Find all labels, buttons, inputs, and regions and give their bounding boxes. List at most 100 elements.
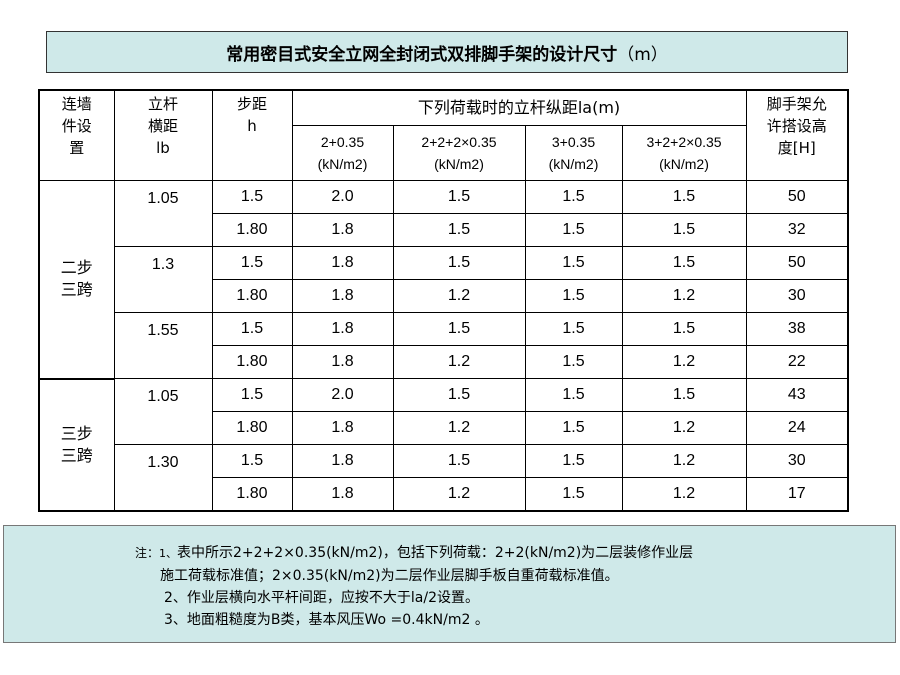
pole-spacing-cell: 1.3 [113, 246, 213, 313]
step-cell: 1.5 [211, 444, 293, 478]
load4-cell: 1.5 [621, 312, 747, 346]
pole-spacing-cell: 1.30 [113, 444, 213, 512]
row-group-1-line1: 二步 [60, 258, 93, 278]
header-allowed-height-line2: 许搭设高 [766, 117, 827, 135]
load1-cell: 1.8 [291, 312, 394, 346]
header-pole-spacing-line3: lb [156, 139, 170, 157]
pole-spacing-cell: 1.05 [113, 378, 213, 445]
note-line-3: 2、作业层横向水平杆间距，应按不大于la/2设置。 [164, 590, 479, 606]
load4-cell: 1.2 [621, 279, 747, 313]
step-cell: 1.5 [211, 378, 293, 412]
height-cell: 30 [745, 444, 849, 478]
pole-spacing-cell: 1.05 [113, 180, 213, 247]
header-load-2: 2+2+2×0.35 (kN/m2) [392, 125, 526, 181]
header-wall-tie-line1: 连墙 [61, 95, 92, 113]
design-size-table: 连墙 件设 置 立杆 横距 lb 步距 h 下列荷载时的立杆纵距la(m) 脚手… [38, 89, 850, 512]
load4-cell: 1.5 [621, 213, 747, 247]
height-cell: 43 [745, 378, 849, 412]
header-load-1-unit: (kN/m2) [317, 156, 368, 172]
load4-cell: 1.2 [621, 345, 747, 379]
header-allowed-height: 脚手架允 许搭设高 度[H] [745, 89, 849, 181]
title-unit: （m） [617, 44, 668, 65]
header-allowed-height-line3: 度[H] [777, 139, 816, 157]
note-line-4: 3、地面粗糙度为B类，基本风压Wo =0.4kN/m2 。 [164, 612, 489, 628]
load2-cell: 1.5 [392, 246, 526, 280]
height-cell: 24 [745, 411, 849, 445]
note-1-text: 表中所示2+2+2×0.35(kN/m2)，包括下列荷载：2+2(kN/m2)为… [177, 545, 694, 561]
height-cell: 38 [745, 312, 849, 346]
load4-cell: 1.2 [621, 477, 747, 512]
step-cell: 1.5 [211, 180, 293, 214]
table-row: 1.80 1.8 1.5 1.5 1.5 32 [39, 213, 849, 247]
table-row: 1.80 1.8 1.2 1.5 1.2 17 [39, 477, 849, 512]
row-group-2-line2: 三跨 [60, 445, 93, 465]
table-row: 1.30 1.5 1.8 1.5 1.5 1.2 30 [39, 444, 849, 512]
notes-panel: 注：1、表中所示2+2+2×0.35(kN/m2)，包括下列荷载：2+2(kN/… [3, 525, 896, 643]
header-pole-spacing-line2: 横距 [147, 117, 178, 135]
header-row-1: 连墙 件设 置 立杆 横距 lb 步距 h 下列荷载时的立杆纵距la(m) 脚手… [38, 89, 849, 181]
header-pole-spacing-line1: 立杆 [147, 95, 178, 113]
row-group-1: 二步 三跨 [38, 180, 115, 379]
step-cell: 1.80 [211, 411, 293, 445]
load1-cell: 2.0 [291, 180, 394, 214]
header-allowed-height-line1: 脚手架允 [766, 95, 827, 113]
load2-cell: 1.5 [392, 378, 526, 412]
header-load-4: 3+2+2×0.35 (kN/m2) [621, 125, 747, 181]
table-row: 1.80 1.8 1.2 1.5 1.2 30 [39, 279, 849, 313]
note-1-number: 1、 [159, 547, 178, 560]
load3-cell: 1.5 [524, 345, 623, 379]
note-line-1: 注：1、表中所示2+2+2×0.35(kN/m2)，包括下列荷载：2+2(kN/… [135, 542, 693, 565]
load3-cell: 1.5 [524, 378, 623, 412]
header-wall-tie: 连墙 件设 置 [38, 89, 115, 181]
load2-cell: 1.5 [392, 444, 526, 478]
header-load-4-unit: (kN/m2) [659, 156, 709, 172]
header-load-4-value: 3+2+2×0.35 [646, 134, 722, 150]
load1-cell: 1.8 [291, 213, 394, 247]
load2-cell: 1.5 [392, 213, 526, 247]
header-row-2: 2+0.35 (kN/m2) 2+2+2×0.35 (kN/m2) 3+0.35… [39, 125, 848, 181]
header-load-group: 下列荷载时的立杆纵距la(m) [291, 89, 747, 126]
height-cell: 22 [745, 345, 849, 379]
height-cell: 30 [745, 279, 849, 313]
page-title: 常用密目式安全立网全封闭式双排脚手架的设计尺寸 [226, 44, 618, 65]
load1-cell: 1.8 [291, 477, 394, 512]
header-step-line1: 步距 [236, 95, 267, 113]
header-load-2-unit: (kN/m2) [434, 156, 484, 172]
row-group-1-line2: 三跨 [60, 280, 93, 300]
step-cell: 1.5 [211, 246, 293, 280]
load3-cell: 1.5 [524, 246, 623, 280]
header-load-3-unit: (kN/m2) [548, 156, 599, 172]
load4-cell: 1.5 [621, 180, 747, 214]
table-row: 1.3 1.5 1.8 1.5 1.5 1.5 50 [39, 246, 849, 313]
note-prefix: 注： [135, 546, 160, 560]
table-row: 1.80 1.8 1.2 1.5 1.2 22 [39, 345, 849, 379]
load2-cell: 1.2 [392, 477, 526, 512]
load3-cell: 1.5 [524, 180, 623, 214]
step-cell: 1.5 [211, 312, 293, 346]
table-row: 1.80 1.8 1.2 1.5 1.2 24 [39, 411, 849, 445]
note-line-2: 施工荷载标准值；2×0.35(kN/m2)为二层作业层脚手板自重荷载标准值。 [160, 568, 619, 584]
load3-cell: 1.5 [524, 444, 623, 478]
load4-cell: 1.5 [621, 246, 747, 280]
row-group-2-line1: 三步 [60, 423, 93, 443]
load3-cell: 1.5 [524, 477, 623, 512]
header-load-1-value: 2+0.35 [320, 134, 365, 150]
pole-spacing-cell: 1.55 [113, 312, 213, 379]
load2-cell: 1.2 [392, 411, 526, 445]
step-cell: 1.80 [211, 477, 293, 512]
load2-cell: 1.5 [392, 312, 526, 346]
load1-cell: 1.8 [291, 279, 394, 313]
header-wall-tie-line3: 置 [69, 139, 85, 157]
header-wall-tie-line2: 件设 [61, 117, 92, 135]
load2-cell: 1.2 [392, 279, 526, 313]
height-cell: 50 [745, 246, 849, 280]
load4-cell: 1.2 [621, 411, 747, 445]
load3-cell: 1.5 [524, 279, 623, 313]
load3-cell: 1.5 [524, 312, 623, 346]
step-cell: 1.80 [211, 279, 293, 313]
load4-cell: 1.2 [621, 444, 747, 478]
table-row: 二步 三跨 1.05 1.5 2.0 1.5 1.5 1.5 50 [38, 180, 849, 379]
header-load-2-value: 2+2+2×0.35 [421, 134, 497, 150]
load3-cell: 1.5 [524, 411, 623, 445]
height-cell: 50 [745, 180, 849, 214]
